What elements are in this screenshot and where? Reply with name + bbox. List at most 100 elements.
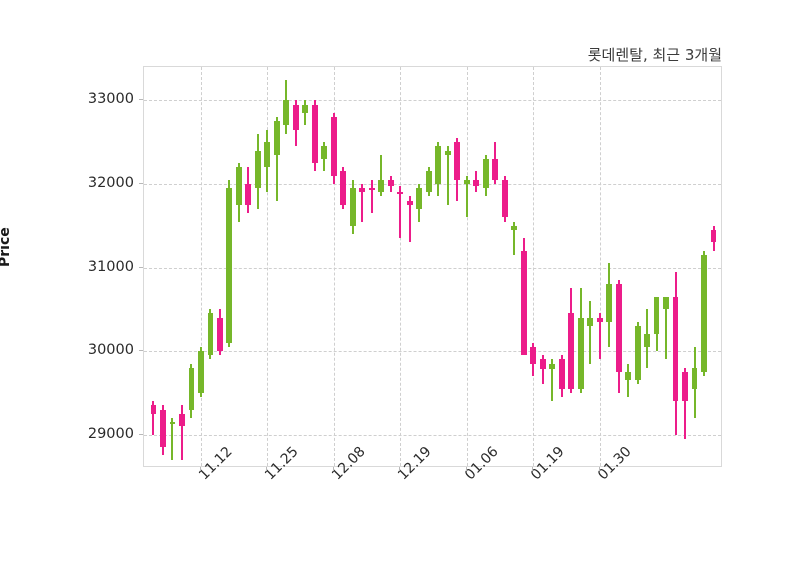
x-axis-tickmark (399, 467, 401, 471)
candlestick-body (340, 171, 347, 205)
candlestick-wick (408, 196, 411, 243)
chart-title: 롯데렌탈, 최근 3개월 (587, 46, 722, 64)
candlestick-body (511, 225, 518, 230)
gridline-vertical (599, 67, 601, 466)
y-axis-tickmark (139, 266, 143, 268)
candlestick-body (387, 179, 394, 186)
candlestick-body (577, 317, 584, 389)
candlestick-body (549, 363, 556, 370)
candlestick-body (235, 167, 242, 205)
y-axis-tick-labels: 29000 30000 31000 32000 33000 (48, 0, 134, 575)
candlestick-wick (627, 363, 630, 397)
candlestick-body (273, 121, 280, 155)
candlestick-body (587, 317, 594, 326)
candlestick-wick (275, 117, 278, 201)
gridline-vertical (400, 67, 402, 466)
candlestick-wick (171, 417, 174, 460)
y-axis-tick-label: 33000 (87, 91, 134, 108)
candlestick-body (160, 409, 166, 448)
candlestick-wick (551, 359, 554, 402)
y-axis-tickmark (139, 350, 143, 352)
candlestick-body (682, 371, 688, 402)
candlestick-body (663, 296, 669, 310)
candlestick-body (378, 179, 385, 193)
x-axis-tickmark (598, 467, 600, 471)
gridline-vertical (466, 67, 468, 466)
candlestick-wick (684, 367, 687, 439)
y-axis-tickmark (139, 182, 143, 184)
candlestick-body (691, 367, 698, 389)
candlestick-body (359, 188, 366, 193)
candlestick-body (406, 200, 413, 205)
candlestick-body (644, 334, 650, 347)
candlestick-body (454, 142, 461, 180)
candlestick-body (368, 188, 375, 191)
candlestick-body (501, 179, 508, 218)
gridline-horizontal (144, 183, 721, 185)
y-axis-tick-label: 31000 (87, 258, 134, 275)
candlestick-body (397, 192, 404, 195)
gridline-horizontal (144, 267, 721, 269)
candlestick-body (634, 325, 641, 381)
candlestick-wick (446, 146, 449, 205)
candlestick-body (226, 188, 233, 343)
candlestick-wick (465, 175, 468, 218)
y-axis-tickmark (139, 433, 143, 435)
candlestick-body (435, 146, 442, 184)
gridline-vertical (267, 67, 269, 466)
candlestick-body (321, 146, 328, 159)
candlestick-body (615, 284, 622, 372)
candlestick-body (254, 150, 261, 189)
candlestick-body (292, 104, 299, 130)
candlestick-body (207, 313, 214, 356)
x-axis-tickmark (266, 467, 268, 471)
candlestick-body (444, 150, 451, 155)
x-axis-tickmark (465, 467, 467, 471)
candlestick-body (330, 117, 337, 176)
candlestick-wick (152, 401, 155, 435)
candlestick-body (492, 158, 499, 180)
candlestick-body (710, 229, 717, 243)
x-axis-tickmark (199, 467, 201, 471)
candlestick-body (606, 284, 613, 322)
candlestick-body (463, 179, 470, 184)
gridline-horizontal (144, 434, 721, 436)
candlestick-body (349, 188, 356, 226)
plot-inner (144, 67, 721, 466)
y-axis-label: Price (0, 227, 13, 267)
candlestick-wick (541, 355, 544, 385)
candlestick-body (188, 367, 195, 410)
candlestick-body (701, 254, 707, 372)
candlestick-body (625, 371, 631, 381)
candlestick-wick (380, 154, 383, 197)
candlestick-body (150, 405, 157, 414)
y-axis-tickmark (139, 99, 143, 101)
candlestick-body (672, 296, 679, 402)
candlestick-body (482, 158, 489, 189)
candlestick-wick (361, 183, 364, 222)
candlestick-body (520, 250, 527, 356)
candlestick-wick (665, 296, 668, 360)
candlestick-wick (589, 300, 592, 364)
candlestick-body (283, 100, 290, 126)
y-axis-tick-label: 32000 (87, 174, 134, 191)
candlestick-body (539, 359, 546, 370)
candlestick-body (530, 346, 537, 364)
candlestick-body (264, 142, 271, 168)
candlestick-body (653, 296, 660, 335)
y-axis-tick-label: 30000 (87, 342, 134, 359)
candlestick-body (558, 359, 565, 389)
candlestick-body (473, 179, 480, 186)
x-axis-tickmark (532, 467, 534, 471)
candlestick-body (596, 317, 603, 322)
candlestick-body (311, 104, 318, 164)
candlestick-body (169, 422, 176, 425)
candlestick-body (568, 313, 575, 389)
y-axis-tick-label: 29000 (87, 425, 134, 442)
x-axis-tickmark (332, 467, 334, 471)
gridline-vertical (333, 67, 335, 466)
gridline-vertical (533, 67, 535, 466)
candlestick-body (416, 188, 423, 209)
candlestick-body (302, 104, 309, 113)
